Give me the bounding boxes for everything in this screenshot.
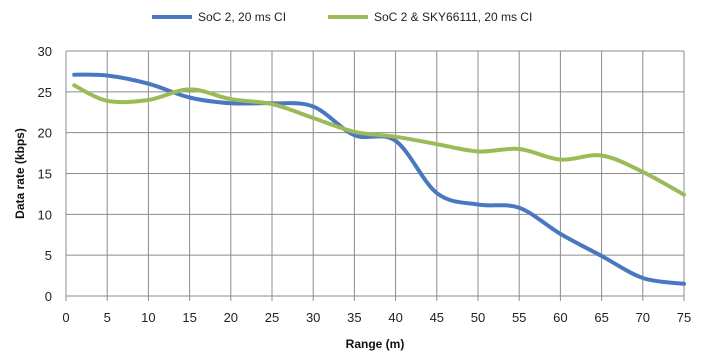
legend: SoC 2, 20 ms CI SoC 2 & SKY66111, 20 ms … (152, 10, 532, 24)
y-axis-title: Data rate (kbps) (13, 128, 27, 219)
x-tick-label: 45 (430, 310, 444, 325)
x-axis-title: Range (m) (346, 337, 405, 351)
series-line-soc2 (72, 72, 686, 286)
y-tick-label: 25 (38, 85, 52, 100)
y-tick-label: 15 (38, 167, 52, 182)
x-tick-label: 70 (636, 310, 650, 325)
x-tick-label: 5 (104, 310, 111, 325)
x-tick-label: 30 (306, 310, 320, 325)
x-tick-label: 10 (141, 310, 155, 325)
x-tick-label: 15 (182, 310, 196, 325)
legend-label-soc2: SoC 2, 20 ms CI (198, 10, 286, 24)
y-tick-label: 0 (45, 289, 52, 304)
tick-labels: 0 5 10 15 20 25 30 0 5 10 15 20 25 30 35 40 45 50 55 60 65 70… (38, 44, 692, 325)
y-tick-label: 10 (38, 207, 52, 222)
x-tick-label: 50 (471, 310, 485, 325)
x-tick-label: 65 (594, 310, 608, 325)
legend-label-soc2-sky66111: SoC 2 & SKY66111, 20 ms CI (374, 10, 532, 24)
x-tick-label: 60 (553, 310, 567, 325)
x-tick-label: 20 (224, 310, 238, 325)
series-line-soc2-sky66111 (72, 83, 686, 197)
y-tick-label: 5 (45, 248, 52, 263)
x-tick-label: 35 (347, 310, 361, 325)
grid (65, 50, 685, 301)
x-tick-label: 75 (677, 310, 691, 325)
y-tick-label: 30 (38, 44, 52, 59)
x-tick-label: 0 (62, 310, 69, 325)
x-tick-label: 25 (265, 310, 279, 325)
x-tick-label: 40 (388, 310, 402, 325)
y-tick-label: 20 (38, 126, 52, 141)
x-tick-label: 55 (512, 310, 526, 325)
series-layer (72, 72, 686, 286)
